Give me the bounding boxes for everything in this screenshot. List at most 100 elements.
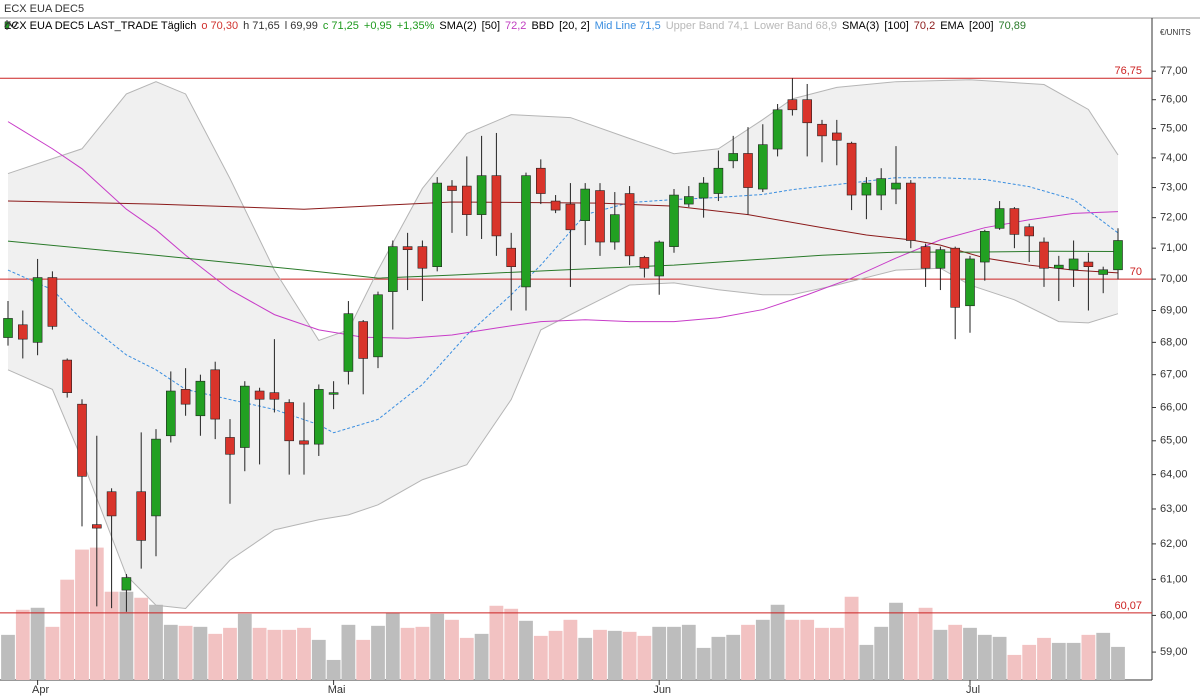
y-tick-label: 63,00 [1160,503,1188,515]
volume-bar [104,591,119,680]
candle-body [654,241,665,277]
legend-item: [20, 2] [559,20,590,32]
candle-body [935,249,946,269]
legend-item: 70,2 [914,20,935,32]
volume-bar [963,627,977,680]
candle-body [698,182,709,199]
volume-bar [60,579,75,680]
volume-bar [874,626,889,680]
volume-bar [89,547,104,680]
bollinger-fill [8,79,1118,609]
legend-text: [50] [481,20,501,32]
candle-body [328,392,339,395]
volume-bar [385,612,400,680]
y-tick-label: 73,00 [1160,181,1188,193]
legend-item: +1,35% [397,20,435,32]
candle-body [17,324,28,340]
volume-bar [637,635,652,680]
candle-body [1039,241,1049,269]
candle-body [476,175,487,215]
legend-text: l 69,99 [284,20,318,32]
candle-body [402,246,413,251]
legend-text: SMA(3) [842,20,880,32]
candle-body [965,258,975,307]
candle-body [417,246,428,269]
volume-bar [622,631,637,680]
volume-bar [933,629,948,680]
legend-text: BBD [531,20,555,32]
volume-bar [859,644,874,680]
legend-text: ECX EUA DEC5 LAST_TRADE Täglich [4,20,197,32]
volume-bar [489,605,504,680]
volume-bar [563,619,578,680]
volume-bar [977,634,992,680]
volume-bar [593,629,607,680]
candle-body [891,182,901,190]
candle-body [313,389,324,445]
candle-body [136,491,146,541]
legend-item: SMA(2) [4,20,477,32]
candle-body [950,247,961,308]
y-tick-label: 76,00 [1160,94,1188,106]
legend-text: 70,89 [998,20,1027,32]
bollinger-band [7,79,1119,342]
candle-body [876,178,887,196]
y-tick-label: 65,00 [1160,435,1188,447]
volume-bar [134,597,149,680]
candle-body [461,185,472,215]
candle-body [77,403,87,477]
volume-bar [992,636,1007,680]
volume-bar [726,634,741,680]
volume-bar [652,626,667,680]
volume-bar [1,634,15,680]
candle-body [846,142,857,196]
candle-body [580,188,591,221]
candle-body [3,318,13,338]
candle-body [180,389,191,405]
candle-body [994,208,1005,229]
volume-bar [459,637,474,680]
volume-bar [267,629,282,680]
volume-bar [519,620,533,680]
volume-bar [1022,644,1037,680]
candle-body [92,524,102,529]
legend-item: [200] [969,20,993,32]
volume-bar [903,613,918,680]
candle-body [624,193,635,257]
y-tick-label: 67,00 [1160,369,1188,381]
candle-body [861,182,872,196]
volume-bar [341,624,356,680]
indicator-line [7,240,1119,279]
legend-text: +0,95 [363,20,392,32]
candle-body [1054,264,1064,269]
candle-body [757,144,768,190]
volume-bar [770,604,785,680]
chart-title: ECX EUA DEC5 [4,3,84,15]
x-tick-label: Jul [966,684,980,696]
volume-bar [741,624,755,680]
candle-body [254,390,265,400]
volume-bar [326,659,341,680]
y-tick-label: 69,00 [1160,304,1188,316]
candle-body [1083,261,1094,267]
volume-bar [149,604,163,680]
price-line-label: 60,07 [1114,600,1142,612]
candle-body [535,167,546,194]
volume-bar [237,613,252,680]
candle-body [521,175,531,288]
candle-body [787,99,798,111]
y-tick-label: 66,00 [1160,401,1188,413]
volume-bar [45,626,60,680]
legend-text: Lower Band 68,9 [753,20,838,32]
volume-bar [533,635,548,680]
bollinger-band [7,267,1119,610]
candle-body [802,99,813,124]
volume-bar [282,629,297,680]
candle-body [683,196,694,205]
candle-body [225,437,235,455]
candle-body [669,194,679,247]
volume-bar [548,630,563,680]
volume-bar [371,625,385,680]
y-tick-label: 75,00 [1160,123,1188,135]
candle-body [728,153,739,162]
